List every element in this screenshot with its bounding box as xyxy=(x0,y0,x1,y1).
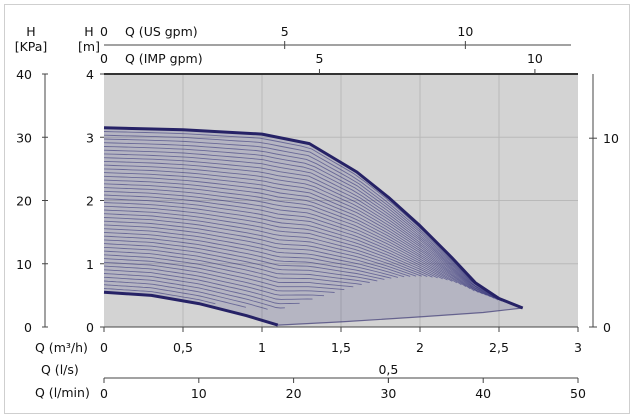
speed-curve xyxy=(103,239,385,280)
speed-curve xyxy=(103,202,443,280)
m-tick-label: 1 xyxy=(86,257,94,272)
imp-gpm-tick-label: 5 xyxy=(315,51,323,66)
speed-curve xyxy=(103,231,399,278)
lmin-axis-label: Q (l/min) xyxy=(35,385,90,400)
m-tick-label: 0 xyxy=(86,320,94,335)
lmin-tick-label: 10 xyxy=(191,386,207,401)
m3h-tick-label: 2 xyxy=(416,340,424,355)
speed-curve xyxy=(103,220,417,277)
min-speed-curve xyxy=(103,290,279,327)
chart-frame: 0 10 20 30 40 0 1 2 3 4 0 10 5 10 5 10 0 0,5 1 1,5 2 2,5 3 0,5 0… xyxy=(4,4,630,414)
speed-curve xyxy=(103,138,513,305)
lmin-tick-label: 0 xyxy=(100,386,108,401)
speed-curve xyxy=(103,243,378,282)
speed-curve xyxy=(103,175,475,292)
lmin-tick-label: 30 xyxy=(380,386,396,401)
speed-curve xyxy=(103,254,354,288)
m-tick-label: 2 xyxy=(86,194,94,209)
us-gpm-tick-label: 10 xyxy=(457,24,473,39)
speed-curve xyxy=(103,164,487,296)
right-tick-label: 10 xyxy=(603,131,619,146)
right-tick-label: 0 xyxy=(603,320,611,335)
speed-curve xyxy=(103,250,362,285)
speed-curve xyxy=(103,265,325,297)
m3h-axis-label: Q (m³/h) xyxy=(35,340,88,355)
m-axis-label-line1: H xyxy=(84,24,93,39)
lmin-tick-label: 40 xyxy=(475,386,491,401)
speed-curve xyxy=(103,209,433,278)
speed-curve xyxy=(103,235,392,279)
speed-curve xyxy=(103,168,483,295)
ls-axis-label: Q (l/s) xyxy=(41,362,79,377)
us-gpm-axis-label: Q (US gpm) xyxy=(125,24,198,39)
speed-curve xyxy=(103,194,453,282)
us-gpm-tick-label: 5 xyxy=(281,24,289,39)
range-bottom-edge xyxy=(277,307,523,326)
speed-curve xyxy=(103,246,370,283)
m3h-tick-label: 1,5 xyxy=(331,340,351,355)
kpa-tick-label: 30 xyxy=(16,130,32,145)
kpa-tick-label: 10 xyxy=(16,257,32,272)
speed-curve xyxy=(103,213,428,278)
m3h-tick-label: 2,5 xyxy=(489,340,509,355)
speed-curve xyxy=(103,142,510,304)
m-tick-label: 4 xyxy=(86,67,94,82)
kpa-axis-label-line2: [KPa] xyxy=(15,39,48,54)
m-axis-label-line2: [m] xyxy=(78,39,100,54)
ls-tick-label: 0,5 xyxy=(378,362,398,377)
speed-curve xyxy=(103,284,247,308)
imp-gpm-tick-label: 10 xyxy=(527,51,543,66)
speed-curve xyxy=(103,146,506,303)
m3h-tick-label: 0,5 xyxy=(173,340,193,355)
speed-curve xyxy=(103,228,405,278)
speed-curve xyxy=(103,134,517,306)
speed-curve xyxy=(103,153,499,301)
speed-curve xyxy=(103,224,411,277)
speed-curve xyxy=(103,172,479,293)
speed-curve xyxy=(103,261,335,293)
speed-curve xyxy=(103,258,345,291)
m3h-tick-label: 3 xyxy=(574,340,582,355)
speed-curve xyxy=(103,288,216,305)
max-speed-curve xyxy=(103,126,524,310)
kpa-tick-label: 0 xyxy=(24,320,32,335)
kpa-tick-label: 40 xyxy=(16,67,32,82)
us-gpm-zero-label: 0 xyxy=(100,24,108,39)
speed-curve xyxy=(103,190,458,284)
speed-curve xyxy=(103,269,313,300)
speed-curve xyxy=(103,183,467,287)
speed-curve xyxy=(103,273,300,305)
kpa-axis-label-line1: H xyxy=(26,24,35,39)
m3h-tick-label: 0 xyxy=(100,340,108,355)
speed-curve xyxy=(103,198,448,281)
kpa-tick-label: 20 xyxy=(16,194,32,209)
speed-curve xyxy=(103,187,462,286)
speed-curve xyxy=(103,179,471,290)
imp-gpm-zero-label: 0 xyxy=(100,51,108,66)
speed-curve xyxy=(103,280,268,310)
lmin-tick-label: 50 xyxy=(570,386,586,401)
speed-curve xyxy=(103,157,495,299)
m-tick-label: 3 xyxy=(86,130,94,145)
speed-curve xyxy=(103,205,438,279)
speed-curve xyxy=(103,217,422,277)
speed-curve xyxy=(103,160,491,298)
m3h-tick-label: 1 xyxy=(258,340,266,355)
imp-gpm-axis-label: Q (IMP gpm) xyxy=(125,51,203,66)
speed-curve xyxy=(103,276,285,309)
speed-curve xyxy=(103,149,502,302)
lmin-tick-label: 20 xyxy=(286,386,302,401)
